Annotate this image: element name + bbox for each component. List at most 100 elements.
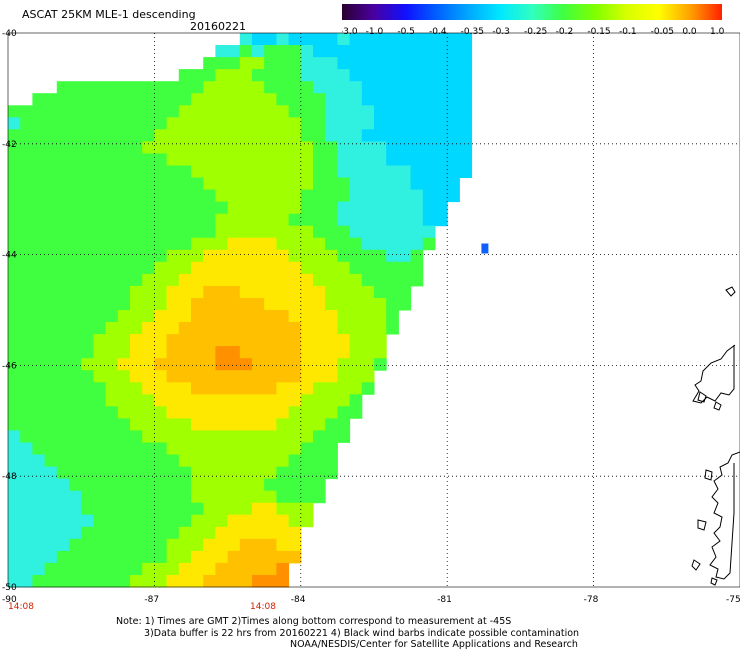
swath-cell: [264, 370, 277, 383]
swath-cell: [227, 418, 241, 431]
swath-cell: [8, 310, 21, 323]
swath-cell: [69, 466, 82, 480]
swath-cell: [93, 334, 107, 347]
swath-cell: [203, 334, 216, 347]
swath-cell: [215, 213, 229, 227]
swath-cell: [117, 575, 131, 588]
swath-cell: [142, 298, 155, 311]
swath-cell: [300, 33, 314, 46]
swath-cell: [81, 237, 94, 251]
swath-cell: [203, 93, 216, 106]
swath-cell: [117, 165, 131, 178]
swath-cell: [32, 298, 46, 311]
swath-cell: [44, 526, 58, 540]
swath-cell: [239, 538, 253, 552]
swath-cell: [239, 249, 253, 263]
swath-cell: [191, 394, 204, 407]
swath-cell: [32, 478, 46, 492]
swath-cell: [398, 153, 412, 166]
swath-cell: [44, 538, 58, 552]
swath-cell: [252, 394, 265, 407]
swath-cell: [276, 165, 290, 178]
swath-cell: [227, 334, 241, 347]
swath-cell: [105, 346, 119, 359]
swath-cell: [227, 394, 241, 407]
swath-cell: [288, 322, 302, 335]
swath-cell: [374, 201, 387, 215]
swath-cell: [325, 418, 338, 431]
swath-cell: [227, 261, 241, 275]
swath-cell: [459, 57, 473, 70]
swath-cell: [325, 69, 338, 82]
swath-cell: [459, 81, 473, 94]
swath-cell: [81, 466, 94, 480]
swath-cell: [44, 575, 58, 588]
swath-cell: [386, 177, 399, 190]
swath-cell: [191, 370, 204, 383]
swath-cell: [105, 550, 119, 564]
swath-cell: [178, 69, 192, 82]
swath-cell: [166, 105, 180, 118]
swath-cell: [203, 57, 216, 70]
swath-cell: [239, 442, 253, 455]
swath-cell: [374, 45, 387, 58]
swath-cell: [459, 117, 473, 130]
swath-cell: [361, 382, 375, 395]
swath-cell: [288, 129, 302, 142]
swath-cell: [191, 201, 204, 215]
note-line-1: Note: 1) Times are GMT 2)Times along bot…: [116, 616, 512, 627]
swath-cell: [447, 141, 460, 154]
swath-cell: [288, 33, 302, 46]
coastline: [691, 286, 740, 586]
swath-cell: [32, 514, 46, 528]
swath-cell: [32, 141, 46, 154]
swath-cell: [276, 490, 290, 504]
swath-cell: [44, 550, 58, 564]
swath-cell: [117, 141, 131, 154]
swath-cell: [69, 538, 82, 552]
swath-cell: [288, 237, 302, 251]
swath-cell: [361, 153, 375, 166]
swath-cell: [166, 418, 180, 431]
swath-cell: [56, 141, 70, 154]
swath-cell: [337, 334, 351, 347]
swath-cell: [154, 213, 168, 227]
swath-cell: [337, 81, 351, 94]
swath-cell: [178, 237, 192, 251]
swath-cell: [227, 514, 241, 528]
swath-cell: [142, 141, 155, 154]
swath-cell: [20, 382, 33, 395]
swath-cell: [105, 105, 119, 118]
swath-cell: [374, 322, 387, 335]
swath-cell: [203, 442, 216, 455]
swath-cell: [410, 189, 424, 203]
swath-cell: [276, 526, 290, 540]
swath-cell: [313, 105, 326, 118]
swath-cell: [325, 394, 338, 407]
swath-cell: [325, 105, 338, 118]
swath-cell: [32, 346, 46, 359]
swath-cell: [93, 261, 107, 275]
swath-cell: [44, 237, 58, 251]
swath-cell: [398, 105, 412, 118]
swath-cell: [166, 562, 180, 576]
swath-cell: [276, 430, 290, 443]
swath-cell: [203, 117, 216, 130]
swath-cell: [154, 105, 168, 118]
swath-cell: [203, 249, 216, 263]
swath-cell: [374, 261, 387, 275]
swath-cell: [93, 418, 107, 431]
swath-cell: [105, 322, 119, 335]
swath-cell: [264, 442, 277, 455]
swath-cell: [69, 310, 82, 323]
x-axis-tick-label: -90: [2, 595, 17, 605]
swath-cell: [154, 406, 168, 419]
swath-cell: [447, 129, 460, 142]
swath-cell: [20, 117, 33, 130]
swath-cell: [44, 406, 58, 419]
swath-cell: [130, 285, 143, 299]
swath-cell: [154, 394, 168, 407]
swath-cell: [313, 153, 326, 166]
swath-cell: [166, 382, 180, 395]
swath-cell: [264, 177, 277, 190]
